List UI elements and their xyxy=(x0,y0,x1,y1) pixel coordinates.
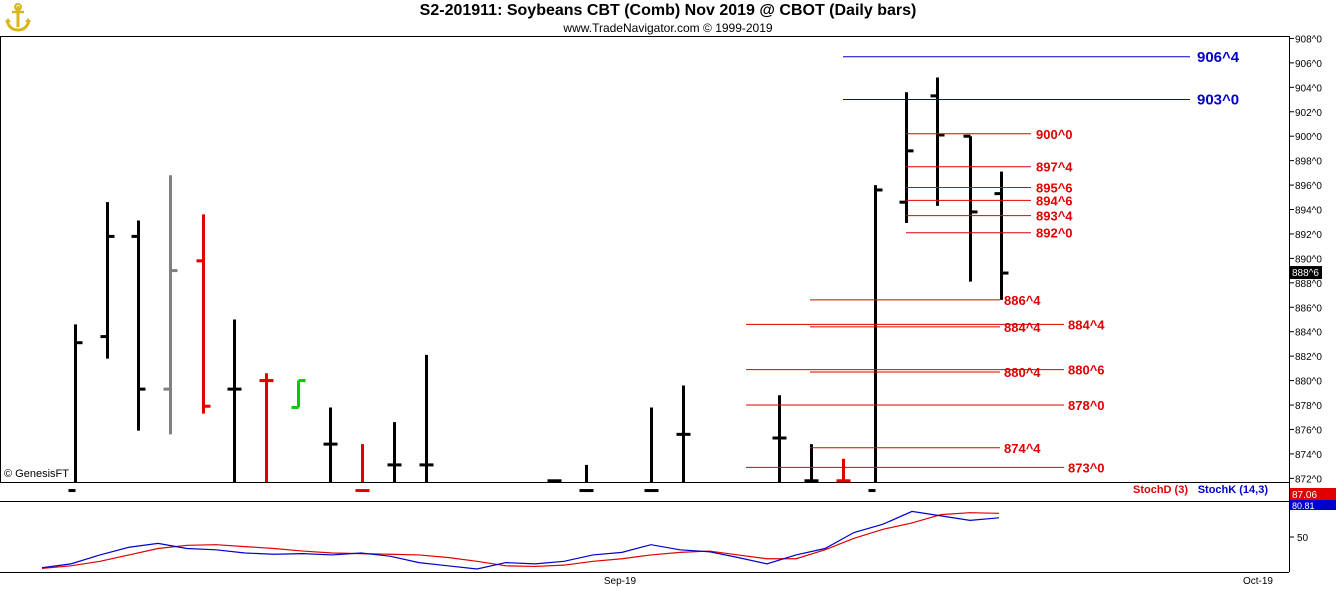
price-tick-label: 888^0 xyxy=(1295,279,1322,290)
price-tick-label: 906^0 xyxy=(1295,59,1322,70)
price-tick-label: 872^0 xyxy=(1295,474,1322,485)
price-level-label: 873^0 xyxy=(1068,460,1105,475)
price-level-label: 886^4 xyxy=(1004,293,1041,308)
chart-title: S2-201911: Soybeans CBT (Comb) Nov 2019 … xyxy=(419,2,917,19)
price-level-label: 900^0 xyxy=(1036,127,1073,142)
stoch-k-line xyxy=(41,510,1000,570)
price-level-label: 874^4 xyxy=(1004,441,1041,456)
stoch-k-value: 80.81 xyxy=(1292,501,1315,511)
price-tick-label: 886^0 xyxy=(1295,303,1322,314)
price-level-label: 893^4 xyxy=(1036,209,1073,224)
price-level-label: 897^4 xyxy=(1036,160,1073,175)
price-level-label: 906^4 xyxy=(1197,49,1240,66)
price-level-label: 903^0 xyxy=(1197,92,1239,109)
last-price-marker xyxy=(1290,266,1322,280)
price-tick-label: 896^0 xyxy=(1295,181,1322,192)
price-panel-frame xyxy=(0,36,1290,483)
x-tick-label: Oct-19 xyxy=(1243,576,1273,587)
price-level-label: 880^6 xyxy=(1068,363,1105,378)
price-level-label: 895^6 xyxy=(1036,181,1073,196)
price-level-label: 884^4 xyxy=(1004,320,1041,335)
stoch-d-line xyxy=(41,512,1000,569)
anchor-logo-icon xyxy=(3,3,33,33)
price-tick-label: 900^0 xyxy=(1295,132,1322,143)
price-tick-label: 876^0 xyxy=(1295,425,1322,436)
price-tick-label: 904^0 xyxy=(1295,83,1322,94)
price-tick-label: 892^0 xyxy=(1295,230,1322,241)
price-tick-label: 894^0 xyxy=(1295,206,1322,217)
price-tick-label: 890^0 xyxy=(1295,254,1322,265)
price-level-label: 878^0 xyxy=(1068,398,1105,413)
price-tick-label: 880^0 xyxy=(1295,377,1322,388)
price-tick-label: 884^0 xyxy=(1295,328,1322,339)
stoch-d-value: 87.06 xyxy=(1292,490,1317,501)
price-tick-label: 874^0 xyxy=(1295,450,1322,461)
watermark: © GenesisFT xyxy=(4,468,69,480)
price-tick-label: 908^0 xyxy=(1295,34,1322,45)
chart-subtitle: www.TradeNavigator.com © 1999-2019 xyxy=(563,21,773,35)
x-tick-label: Sep-19 xyxy=(604,576,637,587)
price-level-label: 892^0 xyxy=(1036,226,1073,241)
price-level-label: 894^6 xyxy=(1036,193,1073,208)
last-price-label: 888^6 xyxy=(1292,268,1319,279)
price-tick-label: 902^0 xyxy=(1295,108,1322,119)
price-tick-label: 882^0 xyxy=(1295,352,1322,363)
stoch-k-legend: StochK (14,3) xyxy=(1198,484,1269,496)
stoch-d-value-box xyxy=(1290,488,1336,500)
price-level-label: 884^4 xyxy=(1068,317,1105,332)
stoch-d-legend: StochD (3) xyxy=(1133,484,1188,496)
chart-header: S2-201911: Soybeans CBT (Comb) Nov 2019 … xyxy=(0,0,1336,36)
stoch-k-value-box xyxy=(1290,500,1336,510)
stoch-tick-label: 50 xyxy=(1297,533,1309,544)
price-level-label: 880^4 xyxy=(1004,365,1041,380)
price-tick-label: 898^0 xyxy=(1295,157,1322,168)
price-tick-label: 878^0 xyxy=(1295,401,1322,412)
